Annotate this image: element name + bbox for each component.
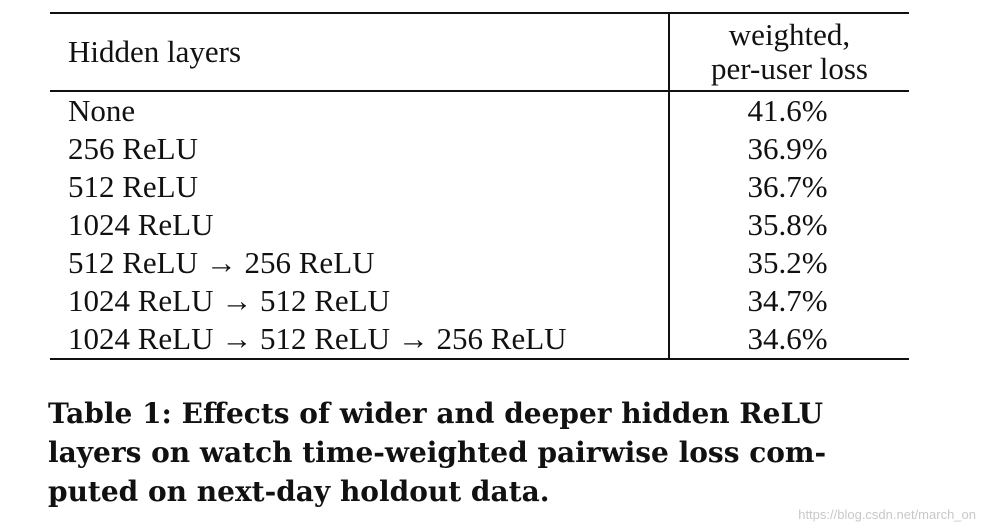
table-row: 1024 ReLU → 512 ReLU → 256 ReLU 34.6%: [50, 320, 909, 359]
watermark: https://blog.csdn.net/march_on: [798, 507, 976, 522]
table-row: 512 ReLU 36.7%: [50, 168, 909, 206]
row-loss: 36.9%: [668, 130, 909, 168]
table-caption: Table 1: Effects of wider and deeper hid…: [48, 394, 938, 511]
table-row: 256 ReLU 36.9%: [50, 130, 909, 168]
caption-line: Table 1: Effects of wider and deeper hid…: [48, 397, 824, 430]
row-loss: 36.7%: [668, 168, 909, 206]
row-loss: 34.7%: [668, 282, 909, 320]
caption-line: puted on next-day holdout data.: [48, 475, 550, 508]
header-hidden-layers: Hidden layers: [68, 34, 242, 69]
table-row: 512 ReLU → 256 ReLU 35.2%: [50, 244, 909, 282]
table-row: 1024 ReLU → 512 ReLU 34.7%: [50, 282, 909, 320]
row-layers: None: [68, 93, 136, 128]
row-loss: 34.6%: [668, 320, 909, 359]
table-row: None 41.6%: [50, 91, 909, 130]
caption-line: layers on watch time-weighted pairwise l…: [48, 436, 827, 469]
row-layers: 1024 ReLU: [68, 207, 214, 242]
row-layers: 512 ReLU → 256 ReLU: [68, 245, 375, 280]
table-row: 1024 ReLU 35.8%: [50, 206, 909, 244]
results-table-container: Hidden layers weighted, per-user loss No…: [50, 12, 909, 360]
table-header-row: Hidden layers weighted, per-user loss: [50, 13, 909, 91]
row-layers: 1024 ReLU → 512 ReLU: [68, 283, 391, 318]
header-loss-line1: weighted,: [728, 17, 851, 52]
row-loss: 41.6%: [668, 91, 909, 130]
row-layers: 256 ReLU: [68, 131, 199, 166]
header-loss-line2: per-user loss: [711, 51, 868, 86]
results-table: Hidden layers weighted, per-user loss No…: [50, 12, 909, 360]
row-loss: 35.2%: [668, 244, 909, 282]
row-layers: 1024 ReLU → 512 ReLU → 256 ReLU: [68, 321, 567, 356]
row-layers: 512 ReLU: [68, 169, 199, 204]
row-loss: 35.8%: [668, 206, 909, 244]
header-loss: weighted, per-user loss: [668, 13, 909, 91]
